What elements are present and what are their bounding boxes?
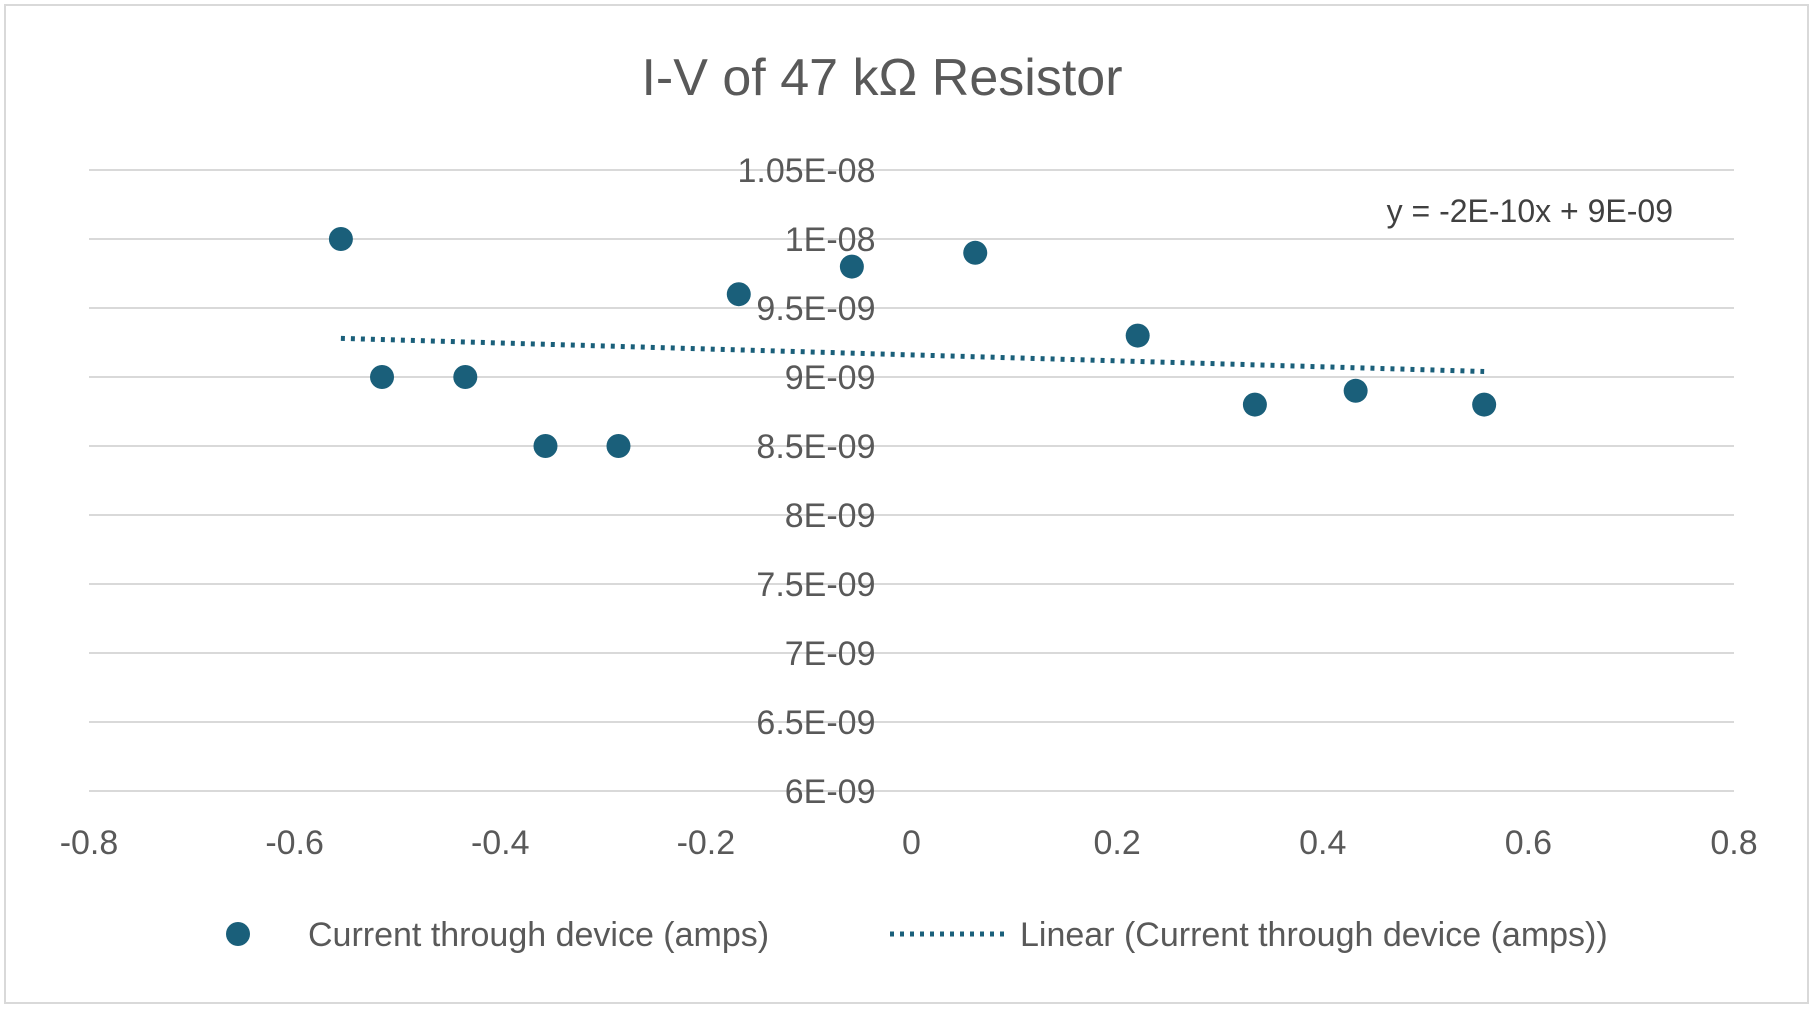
x-axis-tick-labels: -0.8 -0.6 -0.4 -0.2 0 0.2 0.4 0.6 0.8 xyxy=(60,824,1758,862)
x-tick-label: -0.4 xyxy=(471,824,530,862)
data-point xyxy=(963,240,988,265)
y-tick-label: 8.5E-09 xyxy=(756,428,875,466)
y-tick-label: 8E-09 xyxy=(785,497,876,535)
y-tick-label: 6E-09 xyxy=(785,773,876,811)
chart-title: I-V of 47 kΩ Resistor xyxy=(641,49,1122,107)
y-axis-tick-labels: 6E-09 6.5E-09 7E-09 7.5E-09 8E-09 8.5E-09 9E-0… xyxy=(738,152,876,811)
y-tick-label: 7.5E-09 xyxy=(756,566,875,604)
data-points xyxy=(328,227,1497,458)
y-tick-label: 7E-09 xyxy=(785,635,876,673)
x-tick-label: 0 xyxy=(902,824,921,862)
x-tick-label: 0.6 xyxy=(1505,824,1552,862)
legend-label-current-series: Current through device (amps) xyxy=(308,916,769,954)
y-tick-label: 9.5E-09 xyxy=(756,290,875,328)
trendline-equation: y = -2E-10x + 9E-09 xyxy=(1387,193,1673,229)
legend: Current through device (amps) Linear (Cu… xyxy=(226,916,1608,954)
data-point xyxy=(839,254,864,279)
y-tick-label: 1.05E-08 xyxy=(738,152,876,190)
legend-marker-current-series xyxy=(226,922,250,946)
x-tick-label: 0.2 xyxy=(1093,824,1140,862)
legend-label-trendline: Linear (Current through device (amps)) xyxy=(1020,916,1608,954)
y-tick-label: 6.5E-09 xyxy=(756,704,875,742)
data-point xyxy=(606,434,631,458)
x-tick-label: 0.8 xyxy=(1710,824,1757,862)
data-point xyxy=(726,282,751,307)
x-tick-label: -0.2 xyxy=(677,824,736,862)
data-point xyxy=(1343,378,1368,403)
data-point xyxy=(1472,392,1497,417)
trendline-layer xyxy=(340,335,1485,374)
data-point xyxy=(370,365,395,389)
y-tick-label: 1E-08 xyxy=(785,221,876,259)
trendline xyxy=(340,335,1485,374)
x-tick-label: 0.4 xyxy=(1299,824,1346,862)
x-tick-label: -0.8 xyxy=(60,824,119,862)
gridlines xyxy=(89,169,1734,792)
data-point xyxy=(1242,392,1267,417)
x-tick-label: -0.6 xyxy=(265,824,324,862)
data-point xyxy=(533,434,558,458)
data-point xyxy=(328,227,353,251)
data-point xyxy=(1125,323,1150,348)
data-point xyxy=(453,365,478,389)
y-tick-label: 9E-09 xyxy=(785,359,876,397)
